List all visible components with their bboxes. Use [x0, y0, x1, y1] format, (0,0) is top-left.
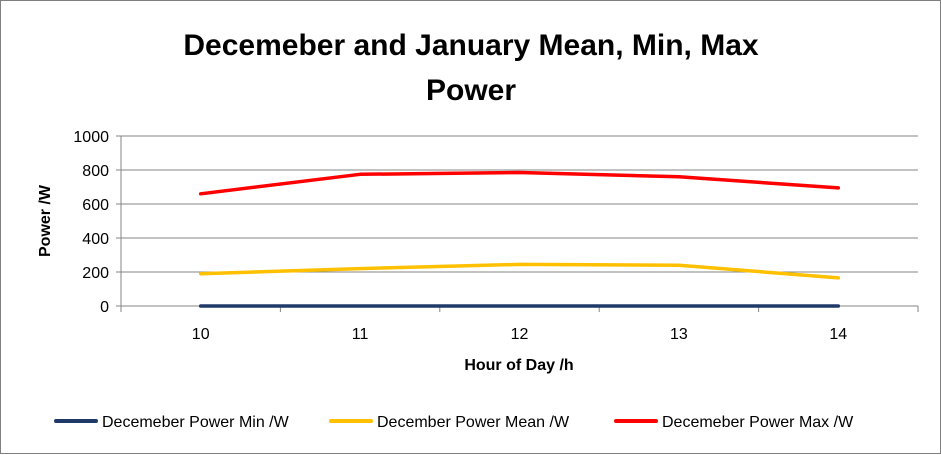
series-line	[201, 173, 839, 194]
y-tick-labels: 0 200 400 600 800 1000	[73, 129, 109, 316]
y-tick-label: 1000	[73, 129, 109, 146]
x-tick-label: 14	[829, 326, 847, 343]
axes	[116, 136, 918, 312]
legend-label: Decemeber Power Max /W	[662, 414, 854, 431]
y-tick-label: 600	[82, 197, 109, 214]
x-tick-label: 11	[352, 326, 369, 343]
series-lines	[201, 172, 839, 306]
y-tick-label: 0	[100, 299, 109, 316]
y-axis-title: Power /W	[37, 184, 54, 257]
legend: Decemeber Power Min /W December Power Mea…	[56, 414, 854, 431]
series-line	[201, 264, 839, 278]
x-tick-label: 10	[192, 326, 210, 343]
legend-label: Decemeber Power Min /W	[102, 414, 290, 431]
x-tick-label: 12	[511, 326, 529, 343]
x-tick-labels: 10 11 12 13 14	[192, 326, 847, 343]
y-tick-label: 800	[82, 163, 109, 180]
chart-title-line-1: Decemeber and January Mean, Min, Max	[183, 29, 759, 62]
x-tick-label: 13	[670, 326, 688, 343]
y-tick-label: 200	[82, 265, 109, 282]
legend-label: December Power Mean /W	[377, 414, 570, 431]
y-tick-label: 400	[82, 231, 109, 248]
legend-item-1: December Power Mean /W	[331, 414, 570, 431]
gridlines	[121, 136, 918, 272]
series-1	[201, 264, 839, 278]
series-2	[201, 172, 839, 193]
legend-item-0: Decemeber Power Min /W	[56, 414, 290, 431]
x-axis-title: Hour of Day /h	[464, 357, 573, 374]
chart-title-line-2: Power	[426, 74, 516, 107]
legend-item-2: Decemeber Power Max /W	[616, 414, 854, 431]
